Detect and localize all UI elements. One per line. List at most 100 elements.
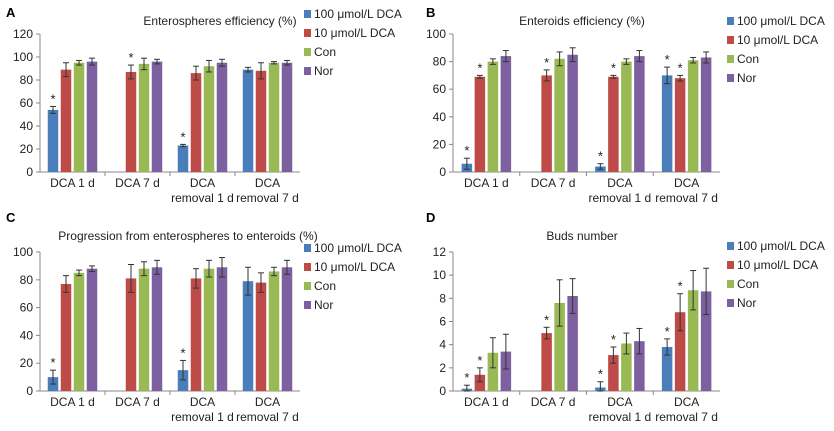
bar <box>541 75 552 172</box>
x-tick-label: DCA 1 d <box>50 395 95 409</box>
bar <box>474 76 486 172</box>
bar <box>567 296 578 391</box>
bar <box>242 69 254 172</box>
bar <box>242 281 254 391</box>
y-tick-label: 40 <box>433 110 447 124</box>
legend-swatch <box>727 55 734 63</box>
significance-star: * <box>665 324 670 339</box>
legend-swatch <box>304 10 311 18</box>
legend-label: 10 μmol/L DCA <box>314 260 395 274</box>
significance-star: * <box>180 129 185 144</box>
significance-star: * <box>598 367 603 382</box>
bar <box>487 352 499 391</box>
bar <box>700 57 712 172</box>
bar <box>700 291 712 391</box>
bar <box>216 267 228 391</box>
legend-swatch <box>304 67 311 75</box>
significance-star: * <box>50 355 55 370</box>
legend-label: Con <box>737 52 759 66</box>
bar <box>73 62 85 172</box>
chart-panel-b: B Enteroids efficiency (%) 0 20 40 60 80 100 DCA… <box>426 5 825 205</box>
bar <box>125 278 137 391</box>
x-tick-label: DCA 7 d <box>531 176 576 190</box>
x-tick-label: DCA 7 d <box>531 395 576 409</box>
x-tick-label: removal 7 d <box>655 191 718 205</box>
bar <box>190 73 202 172</box>
x-tick-label: removal 7 d <box>236 191 299 205</box>
bar <box>177 145 189 172</box>
x-tick-label: removal 1 d <box>171 191 234 205</box>
legend-label: 100 μmol/L DCA <box>737 14 825 28</box>
bar <box>203 66 215 172</box>
legend-label: Con <box>314 279 336 293</box>
bar <box>60 69 72 172</box>
significance-star: * <box>544 55 549 70</box>
chart-title-a: Enterospheres efficiency (%) <box>143 14 296 28</box>
legend-label: Nor <box>314 298 333 312</box>
legend-swatch <box>304 48 311 56</box>
y-tick-label: 40 <box>20 119 34 133</box>
y-tick-label: 0 <box>439 165 446 179</box>
chart-title-c: Progression from enterospheres to entero… <box>58 229 317 243</box>
y-tick-label: 60 <box>20 96 34 110</box>
panel-letter-c: C <box>6 210 16 225</box>
bar <box>255 282 267 391</box>
y-tick-label: 6 <box>439 315 446 329</box>
bar <box>621 61 632 172</box>
legend-swatch <box>727 261 734 269</box>
bar <box>73 272 85 391</box>
y-tick-label: 80 <box>433 55 447 69</box>
significance-star: * <box>611 332 616 347</box>
bar <box>281 62 293 172</box>
bar <box>674 312 686 391</box>
significance-star: * <box>678 60 683 75</box>
significance-star: * <box>464 143 469 158</box>
chart-title-b: Enteroids efficiency (%) <box>519 14 645 28</box>
bar <box>203 268 215 391</box>
x-tick-label: removal 1 d <box>171 410 234 424</box>
bar <box>661 75 673 172</box>
significance-star: * <box>180 345 185 360</box>
y-tick-label: 2 <box>439 361 446 375</box>
bar <box>541 333 552 391</box>
bar <box>474 374 486 391</box>
chart-panel-c: C Progression from enterospheres to enter… <box>6 210 402 424</box>
legend-swatch <box>727 299 734 307</box>
bar <box>190 278 202 391</box>
y-tick-label: 12 <box>433 245 447 259</box>
panel-letter-a: A <box>6 5 16 20</box>
bar <box>177 370 189 391</box>
legend-label: 10 μmol/L DCA <box>737 33 818 47</box>
legend-swatch <box>727 242 734 250</box>
bar <box>608 76 619 172</box>
y-tick-label: 100 <box>426 27 446 41</box>
bar <box>151 61 163 172</box>
x-tick-label: DCA 1 d <box>464 395 509 409</box>
legend-swatch <box>727 74 734 82</box>
legend-swatch <box>304 244 311 252</box>
panel-letter-d: D <box>426 210 435 225</box>
x-tick-label: DCA <box>190 395 215 409</box>
bar <box>47 109 59 172</box>
y-tick-label: 4 <box>439 338 446 352</box>
panel-letter-b: B <box>426 5 435 20</box>
significance-star: * <box>598 149 603 164</box>
significance-star: * <box>128 50 133 65</box>
bar <box>281 267 293 391</box>
legend-swatch <box>304 301 311 309</box>
legend-label: 10 μmol/L DCA <box>737 258 818 272</box>
legend-swatch <box>304 282 311 290</box>
legend-swatch <box>304 29 311 37</box>
y-tick-label: 20 <box>20 142 34 156</box>
bar <box>661 346 673 391</box>
bar <box>634 341 645 391</box>
y-tick-label: 100 <box>13 245 33 259</box>
bar <box>268 62 280 172</box>
legend-swatch <box>727 17 734 25</box>
legend-swatch <box>727 280 734 288</box>
bar <box>608 355 619 391</box>
bar <box>125 71 137 172</box>
bar <box>255 70 267 172</box>
legend-label: 10 μmol/L DCA <box>314 26 395 40</box>
